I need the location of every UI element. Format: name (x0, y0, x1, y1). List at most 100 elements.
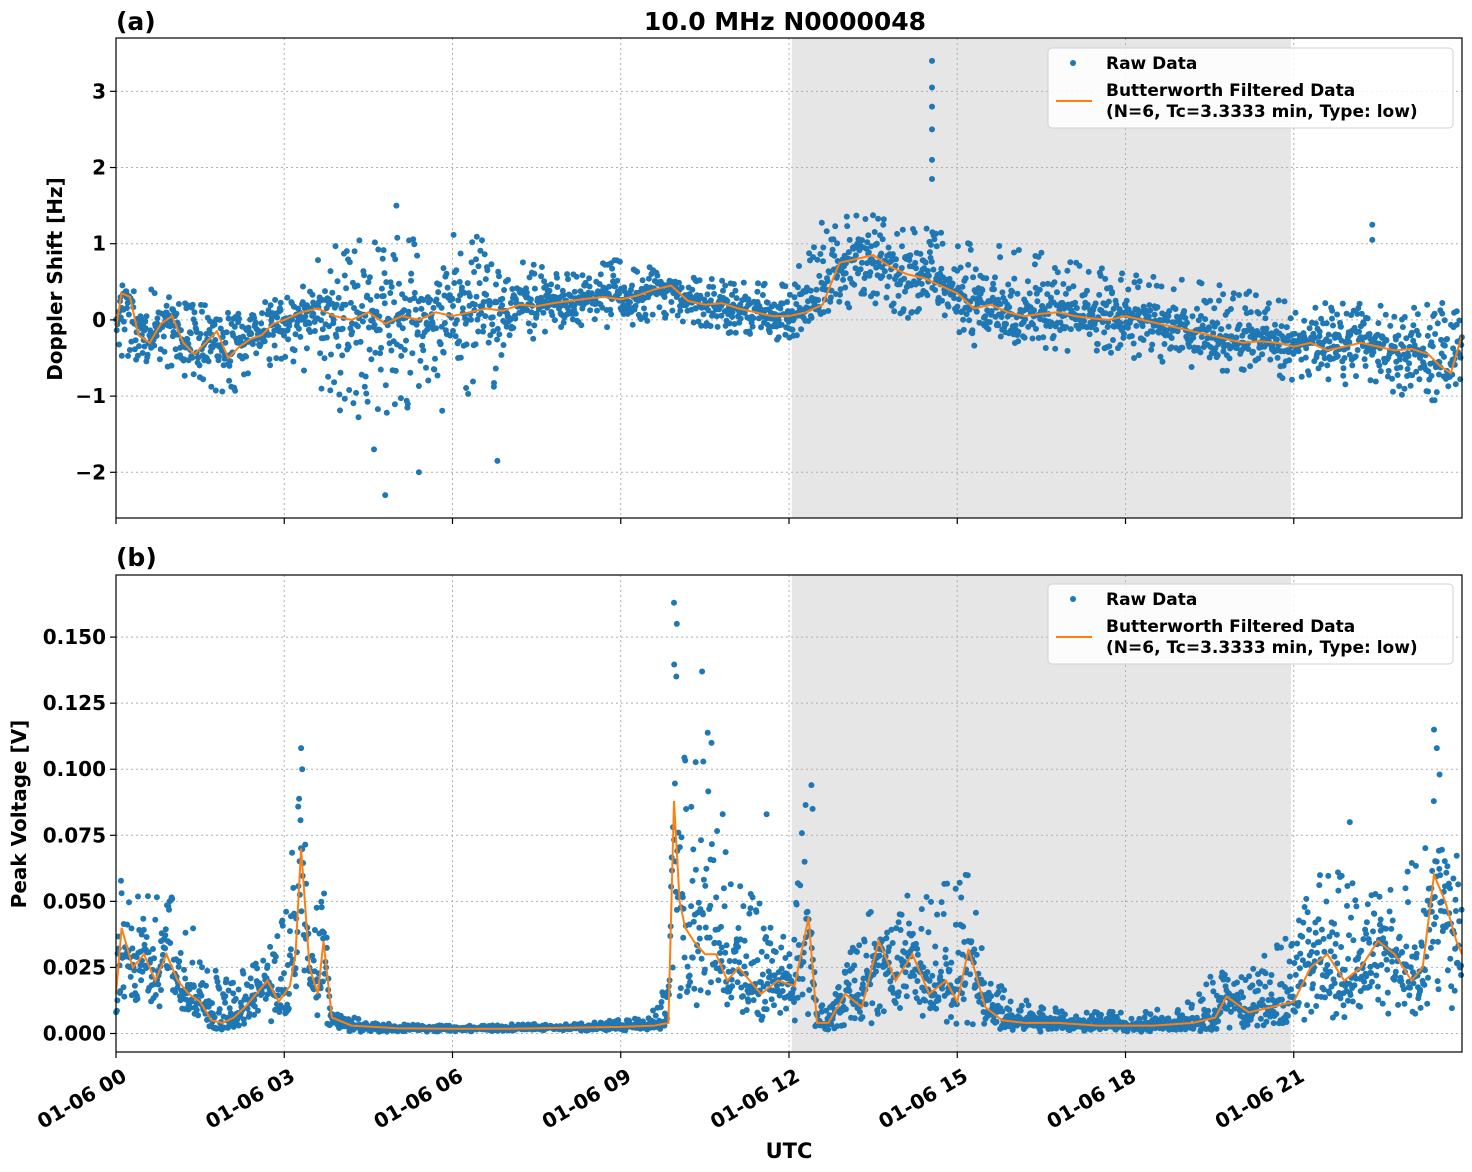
raw-data-point (818, 219, 825, 226)
raw-data-point (676, 993, 683, 1000)
raw-data-point (871, 259, 877, 265)
raw-data-point (612, 283, 619, 290)
raw-data-point (172, 346, 179, 353)
raw-data-point (182, 975, 189, 982)
raw-data-point (274, 314, 281, 321)
raw-data-point (1041, 306, 1048, 313)
raw-data-point (162, 945, 169, 952)
raw-data-point (1431, 310, 1438, 317)
raw-data-point (805, 1011, 812, 1018)
raw-data-point (1036, 286, 1043, 293)
raw-data-point (895, 989, 902, 996)
raw-data-point (810, 254, 817, 261)
raw-data-point (118, 877, 124, 884)
raw-data-point (1267, 356, 1274, 363)
raw-data-point (482, 276, 489, 283)
raw-data-point (1372, 378, 1379, 385)
raw-data-point (1411, 342, 1418, 349)
raw-data-point (475, 328, 482, 335)
raw-data-point (639, 277, 646, 284)
raw-data-point (248, 983, 255, 990)
raw-data-point (327, 268, 334, 275)
raw-data-point (526, 274, 533, 281)
raw-data-point (548, 281, 555, 288)
raw-data-point (1131, 355, 1138, 361)
raw-data-point (1147, 307, 1154, 314)
raw-data-point (671, 780, 678, 787)
raw-data-point (1364, 315, 1371, 322)
raw-data-point (399, 325, 406, 332)
raw-data-point (1025, 323, 1032, 330)
raw-data-point (830, 236, 837, 243)
raw-data-point (480, 299, 487, 305)
raw-data-point (687, 979, 694, 985)
raw-data-point (1011, 249, 1017, 256)
raw-data-point (710, 284, 717, 290)
raw-data-point (330, 316, 337, 323)
raw-data-point (397, 395, 404, 402)
raw-data-point (140, 915, 147, 922)
raw-data-point (1424, 301, 1431, 308)
raw-data-point (495, 268, 502, 275)
raw-data-point (325, 373, 332, 380)
raw-data-point (892, 1000, 899, 1006)
raw-data-point (378, 285, 385, 292)
raw-data-point (1316, 328, 1323, 335)
raw-data-point (1247, 309, 1254, 316)
raw-data-point (158, 987, 164, 993)
raw-data-point (724, 298, 731, 304)
raw-data-point (1352, 353, 1359, 360)
raw-data-point (889, 940, 896, 946)
raw-data-point (1315, 365, 1322, 372)
raw-data-point (319, 326, 326, 333)
raw-data-point (132, 337, 139, 344)
raw-data-point (784, 299, 791, 305)
raw-data-point (914, 945, 921, 952)
raw-data-point (898, 911, 905, 918)
raw-data-point (531, 285, 538, 292)
raw-data-point (806, 987, 813, 993)
raw-data-point (162, 932, 169, 939)
panel-a-label: (a) (116, 7, 156, 36)
raw-data-point (932, 287, 939, 293)
raw-data-point (1117, 1009, 1124, 1016)
raw-data-point (1166, 308, 1173, 315)
raw-data-point (880, 221, 887, 228)
raw-data-point (129, 945, 136, 952)
raw-data-point (212, 967, 219, 974)
raw-data-point (374, 293, 380, 300)
raw-data-point (966, 317, 973, 324)
raw-data-point (1452, 381, 1459, 388)
raw-data-point (677, 985, 684, 992)
raw-data-outlier (929, 156, 935, 163)
raw-data-point (786, 951, 793, 958)
raw-data-point (902, 288, 908, 295)
raw-data-point (176, 958, 183, 965)
raw-data-point (306, 320, 313, 327)
raw-data-point (700, 758, 707, 765)
raw-data-point (1420, 345, 1427, 352)
raw-data-point (884, 283, 891, 290)
raw-data-point (327, 387, 334, 394)
raw-data-point (1284, 1012, 1291, 1019)
raw-data-point (912, 259, 919, 266)
raw-data-point (404, 401, 411, 407)
raw-data-point (118, 352, 125, 359)
raw-data-point (1375, 320, 1382, 327)
raw-data-point (450, 327, 456, 334)
raw-data-point (456, 338, 463, 345)
raw-data-point (267, 943, 274, 950)
raw-data-point (434, 372, 441, 379)
raw-data-point (1178, 276, 1185, 283)
raw-data-point (230, 990, 237, 997)
raw-data-point (1356, 300, 1363, 307)
raw-data-point (820, 258, 827, 265)
raw-data-outlier (494, 457, 501, 464)
raw-data-point (159, 951, 166, 958)
raw-data-point (933, 243, 940, 250)
raw-data-point (412, 306, 419, 313)
raw-data-point (799, 991, 806, 998)
raw-data-point (155, 981, 162, 988)
raw-data-point (143, 934, 150, 940)
